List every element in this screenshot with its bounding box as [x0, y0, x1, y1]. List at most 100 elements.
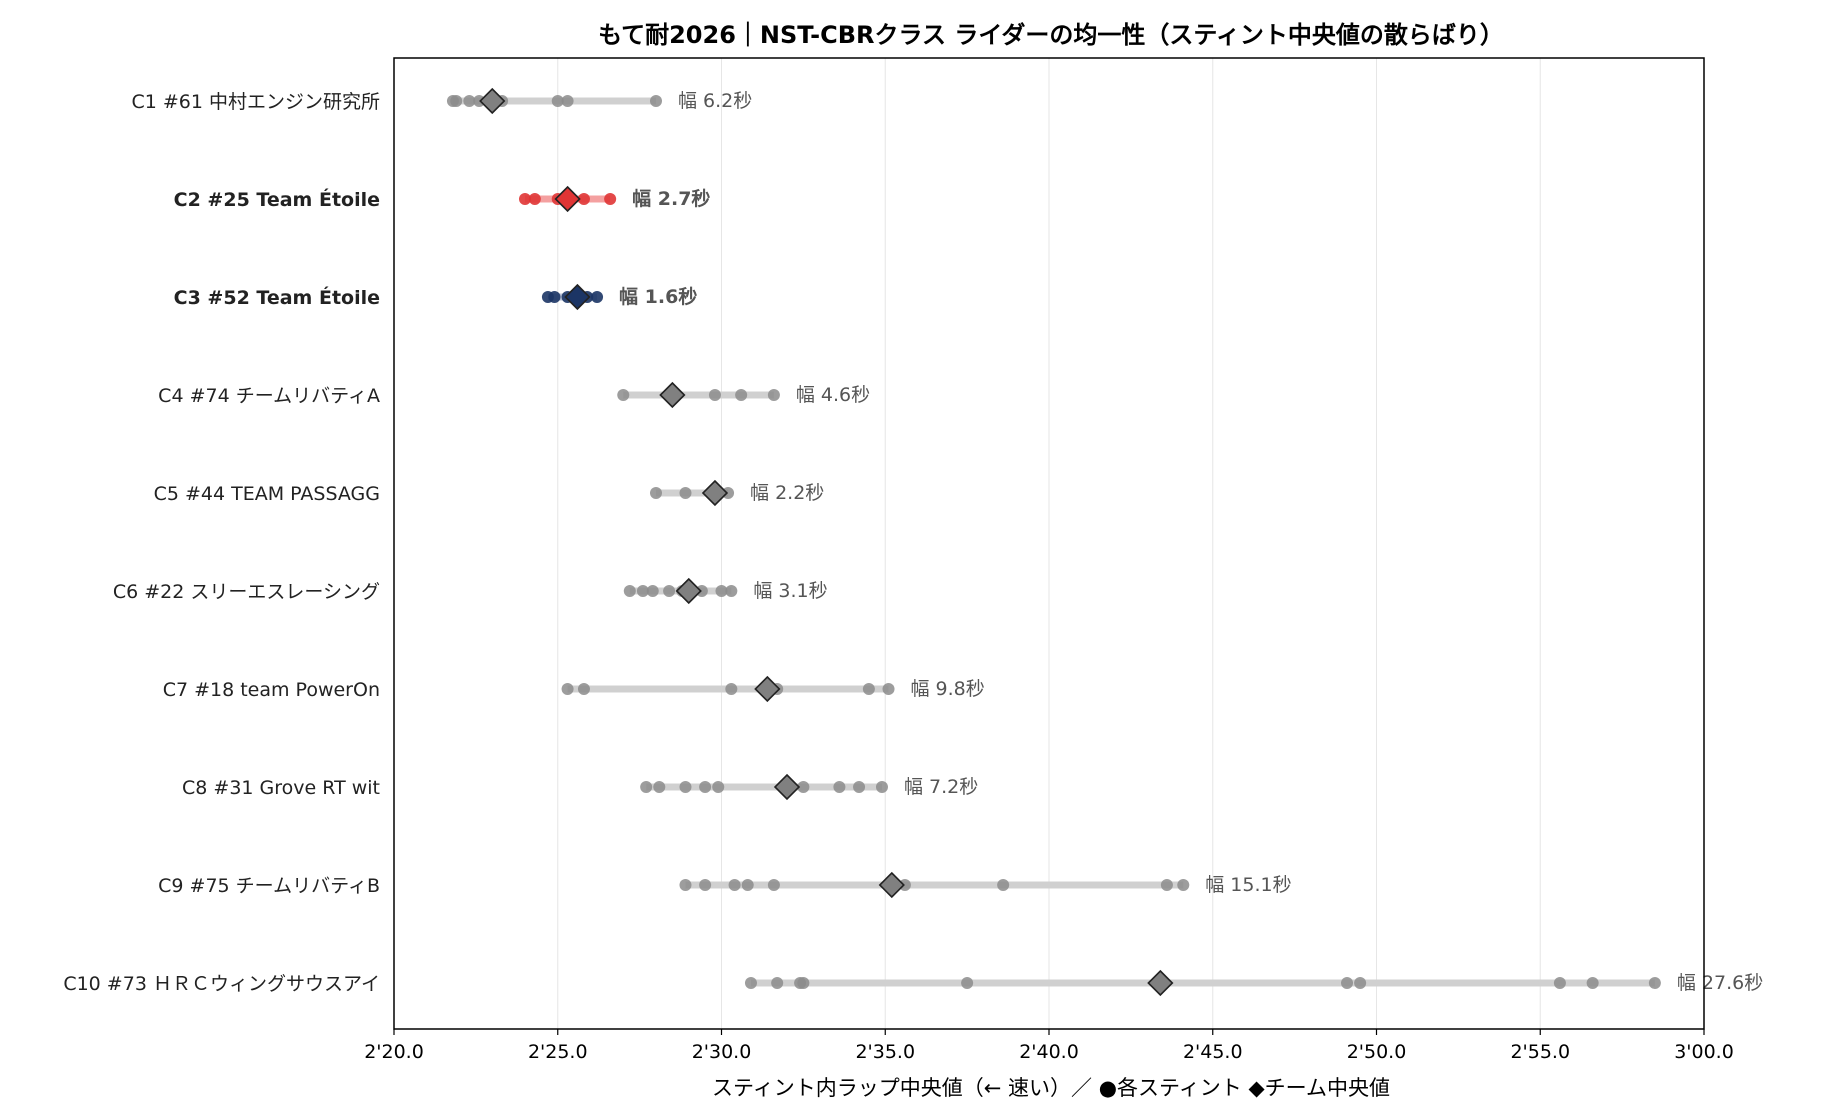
stint-point — [767, 389, 780, 401]
stint-point — [679, 781, 692, 793]
stint-point — [679, 487, 692, 499]
row-label: C7 #18 team PowerOn — [163, 679, 380, 701]
stint-point — [715, 585, 728, 597]
stint-point — [463, 95, 476, 107]
x-tick-label: 2'50.0 — [1347, 1041, 1407, 1063]
stint-point — [1341, 977, 1354, 989]
stint-point — [650, 95, 662, 107]
stint-point — [1177, 879, 1190, 891]
stint-point — [997, 879, 1010, 891]
team-median-diamond — [1147, 969, 1174, 997]
stint-point — [712, 781, 725, 793]
x-tick-label: 2'35.0 — [855, 1041, 915, 1063]
x-tick-label: 2'20.0 — [364, 1041, 424, 1063]
width-label: 幅 3.1秒 — [753, 580, 827, 602]
x-axis-ticks: 2'20.0 2'25.0 2'30.0 2'35.0 2'40.0 2'45.0 2'50… — [364, 1029, 1734, 1063]
stint-point — [882, 683, 895, 695]
stint-point — [663, 585, 676, 597]
team-median-diamond — [659, 381, 686, 409]
stint-point — [450, 95, 463, 107]
stint-point — [741, 879, 754, 891]
stint-point — [771, 977, 784, 989]
stint-point — [650, 487, 662, 499]
stint-point — [725, 683, 738, 695]
stint-point — [519, 193, 531, 205]
stint-point — [561, 683, 574, 695]
stint-point — [744, 977, 757, 989]
width-label: 幅 2.2秒 — [750, 482, 824, 504]
stint-point — [961, 977, 974, 989]
stint-point — [548, 291, 561, 303]
team-medians — [479, 87, 1174, 997]
x-axis-label: スティント内ラップ中央値（← 速い）／ ●各スティント ◆チーム中央値 — [712, 1076, 1390, 1100]
stint-point — [699, 781, 712, 793]
team-median-diamond — [554, 185, 581, 213]
row-label: C6 #22 スリーエスレーシング — [113, 581, 380, 603]
stint-point — [767, 879, 780, 891]
stint-point — [833, 781, 846, 793]
stint-point — [862, 683, 875, 695]
width-labels: 幅 6.2秒幅 2.7秒幅 1.6秒幅 4.6秒幅 2.2秒幅 3.1秒幅 9.… — [619, 90, 1763, 994]
width-label: 幅 15.1秒 — [1205, 874, 1291, 896]
stint-point — [699, 879, 712, 891]
width-label: 幅 4.6秒 — [796, 384, 870, 406]
stint-point — [617, 389, 630, 401]
width-label: 幅 9.8秒 — [911, 678, 985, 700]
team-median-diamond — [701, 479, 729, 507]
x-tick-label: 2'40.0 — [1019, 1041, 1079, 1063]
stint-point — [561, 95, 574, 107]
stint-point — [528, 193, 541, 205]
stint-point — [1648, 977, 1661, 989]
row-label: C4 #74 チームリバティA — [158, 385, 380, 407]
width-label: 幅 1.6秒 — [619, 285, 697, 308]
stint-point — [577, 683, 590, 695]
team-median-diamond — [564, 283, 591, 311]
row-labels: C1 #61 中村エンジン研究所 C2 #25 Team Étoile C3 #52… — [63, 91, 380, 995]
width-label: 幅 27.6秒 — [1677, 972, 1763, 994]
stint-point — [1553, 977, 1566, 989]
stint-point — [636, 585, 649, 597]
stint-point — [646, 585, 659, 597]
stint-point — [679, 879, 692, 891]
row-label: C3 #52 Team Étoile — [174, 286, 380, 309]
x-tick-label: 2'25.0 — [528, 1041, 588, 1063]
stint-point — [1160, 879, 1173, 891]
x-tick-label: 2'45.0 — [1183, 1041, 1243, 1063]
row-label: C2 #25 Team Étoile — [174, 188, 380, 211]
stint-point — [604, 193, 617, 205]
stint-point — [591, 291, 604, 303]
row-label: C9 #75 チームリバティB — [158, 875, 380, 897]
stint-point — [728, 879, 741, 891]
stint-point — [708, 389, 721, 401]
stint-points — [446, 95, 1661, 989]
row-label: C8 #31 Grove RT wit — [182, 777, 380, 799]
x-tick-label: 2'30.0 — [692, 1041, 752, 1063]
stint-point — [875, 781, 888, 793]
row-label: C1 #61 中村エンジン研究所 — [131, 91, 380, 113]
stint-point — [577, 193, 590, 205]
stint-point — [853, 781, 866, 793]
x-tick-label: 3'00.0 — [1674, 1041, 1734, 1063]
width-label: 幅 6.2秒 — [678, 90, 752, 112]
row-label: C10 #73 ＨＲＣウィングサウスアイ — [63, 973, 380, 995]
stint-point — [1586, 977, 1599, 989]
stint-point — [551, 95, 564, 107]
stint-point — [735, 389, 748, 401]
stint-point — [797, 781, 810, 793]
width-label: 幅 2.7秒 — [632, 187, 710, 210]
stint-point — [640, 781, 653, 793]
stint-point — [1354, 977, 1367, 989]
team-median-diamond — [479, 87, 506, 115]
team-median-diamond — [675, 577, 702, 605]
team-median-diamond — [754, 675, 781, 703]
width-label: 幅 7.2秒 — [904, 776, 978, 798]
row-label: C5 #44 TEAM PASSAGG — [154, 483, 380, 505]
chart-title: もて耐2026｜NST-CBRクラス ライダーの均一性（スティント中央値の散らば… — [598, 21, 1504, 49]
team-median-diamond — [773, 773, 801, 801]
team-median-diamond — [878, 871, 905, 899]
stint-point — [653, 781, 666, 793]
stint-point — [725, 585, 738, 597]
stint-point — [797, 977, 810, 989]
range-bars — [452, 97, 1655, 987]
